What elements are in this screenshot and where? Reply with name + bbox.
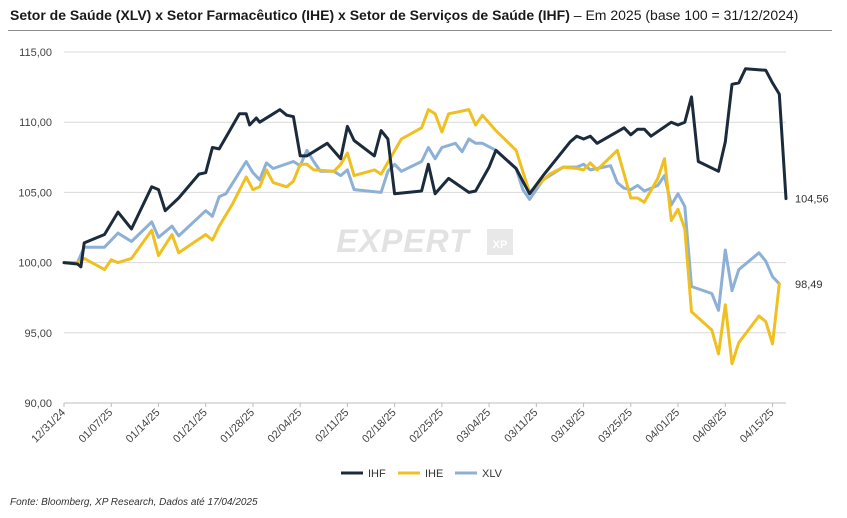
series-line-xlv [62,137,781,312]
chart-title-rest: – Em 2025 (base 100 = 31/12/2024) [569,7,799,23]
legend-label-ihf: IHF [368,468,386,480]
watermark-badge-text: XP [493,239,508,251]
x-tick-label: 12/31/24 [29,407,68,446]
x-tick-label: 04/08/25 [691,407,730,446]
watermark-text: EXPERT [336,223,471,259]
legend-label-xlv: XLV [482,468,503,480]
x-axis: 12/31/24 01/07/25 01/14/25 01/21/25 01/28/25… [29,402,786,446]
x-tick-label: 02/04/25 [266,407,305,446]
title-divider [8,30,832,31]
end-labels: 104,56 98,49 [795,194,829,291]
watermark-badge [487,229,513,255]
x-tick-label: 01/28/25 [218,407,257,446]
y-tick-label: 110,00 [19,117,52,129]
chart-title-bold: Setor de Saúde (XLV) x Setor Farmacêutic… [10,7,570,23]
x-tick-label: 03/25/25 [596,407,635,446]
series-lines [62,67,788,366]
y-tick-label: 95,00 [24,328,52,340]
legend: IHF IHE XLV [341,468,503,480]
x-tick-label: 01/07/25 [77,407,116,446]
x-tick-label: 02/18/25 [360,407,399,446]
x-tick-label: 03/11/25 [502,407,540,445]
y-axis: 90,00 95,00 100,00 105,00 110,00 115,00 [18,47,52,410]
x-tick-label: 01/14/25 [124,407,163,446]
legend-label-ihe: IHE [425,468,443,480]
y-tick-label: 90,00 [24,398,52,410]
y-tick-label: 105,00 [18,187,52,199]
x-tick-label: 04/01/25 [643,407,682,446]
end-label-ihe: 98,49 [795,279,823,291]
x-tick-label: 02/25/25 [407,407,446,446]
x-tick-label: 03/18/25 [549,407,588,446]
series-line-ihf [62,67,788,269]
chart-title: Setor de Saúde (XLV) x Setor Farmacêutic… [10,7,798,23]
x-tick-label: 01/21/25 [171,407,210,446]
x-tick-label: 03/04/25 [454,407,493,446]
end-label-ihf: 104,56 [795,194,829,206]
x-tick-label: 02/11/25 [313,407,351,445]
y-tick-label: 100,00 [18,258,52,270]
y-tick-label: 115,00 [19,47,52,59]
series-line-ihe [62,108,781,366]
source-note: Fonte: Bloomberg, XP Research, Dados até… [10,497,258,508]
x-tick-label: 04/15/25 [738,407,777,446]
watermark: EXPERT XP [336,223,513,259]
